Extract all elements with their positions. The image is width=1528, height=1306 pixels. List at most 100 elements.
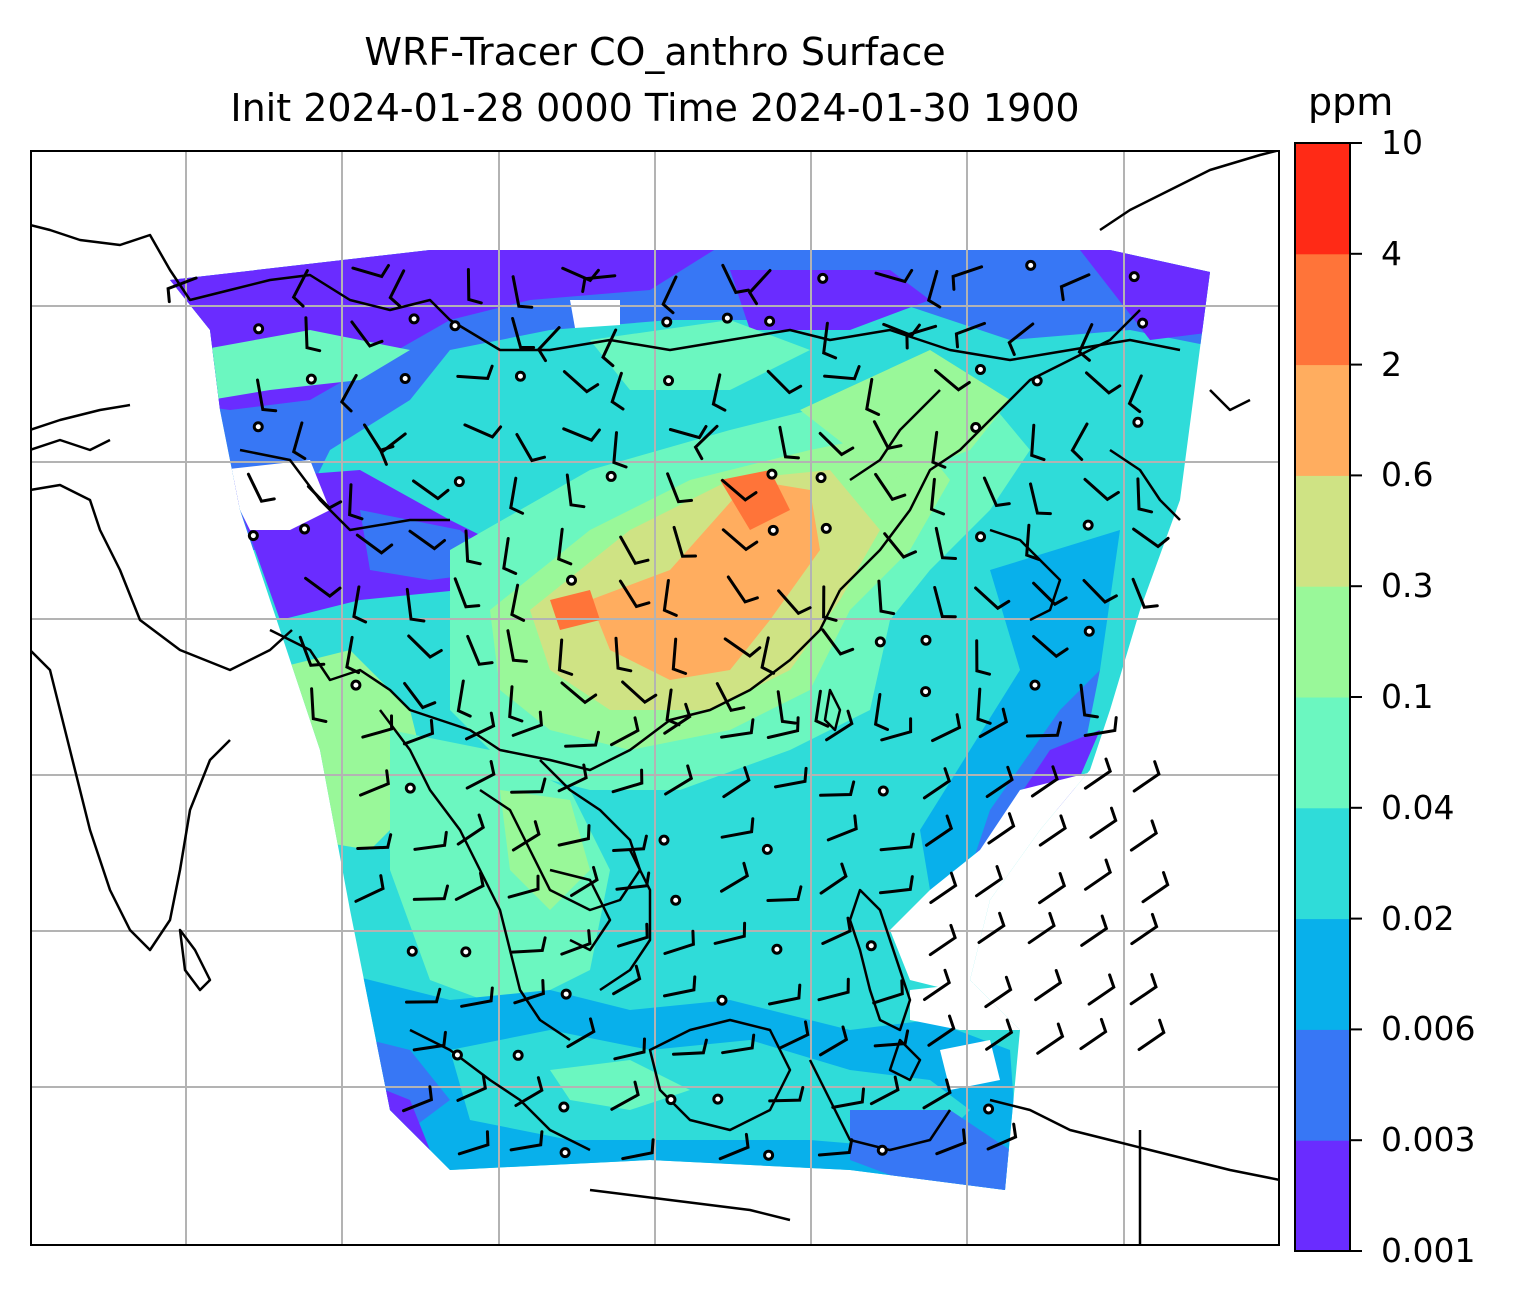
wind-barb: [403, 682, 437, 710]
wind-barb: [562, 370, 600, 394]
wind-barb: [766, 369, 803, 395]
wind-barb: [511, 820, 541, 852]
wind-barb: [934, 526, 957, 560]
wind-barb: [718, 1132, 750, 1161]
calm-marker: [305, 373, 317, 385]
colorbar-tick-label: 0.3: [1381, 566, 1434, 606]
wind-barb: [456, 1073, 487, 1102]
calm-marker: [1082, 519, 1094, 531]
calm-marker: [663, 375, 675, 387]
colorbar-swatch: [1295, 1140, 1350, 1252]
wind-barb: [464, 529, 482, 566]
wind-barb: [777, 589, 812, 616]
wind-barb: [721, 263, 750, 295]
calm-marker: [712, 1093, 724, 1105]
wind-barb: [1137, 1018, 1166, 1051]
wind-barb: [922, 1078, 952, 1110]
wind-barb: [352, 585, 368, 624]
wind-barb: [1089, 806, 1118, 839]
wind-barb: [511, 710, 543, 737]
wind-barb: [557, 763, 588, 793]
map-frame: [30, 150, 1280, 1246]
wind-barb: [564, 730, 600, 748]
wind-barb: [1029, 482, 1052, 516]
wind-barb: [977, 911, 1006, 944]
wind-barb: [454, 871, 485, 901]
wind-barb: [931, 713, 962, 743]
calm-marker: [876, 1144, 888, 1156]
wind-barb: [166, 276, 198, 304]
calm-marker: [764, 315, 776, 327]
wind-barb: [402, 718, 435, 746]
wind-barb: [974, 586, 1011, 611]
wind-barb: [975, 639, 991, 676]
wind-barb: [826, 814, 858, 842]
wind-barb: [1136, 477, 1154, 514]
calm-marker: [449, 320, 461, 332]
wind-barb: [1083, 716, 1118, 737]
wind-barb: [502, 537, 518, 575]
wind-barb: [570, 865, 599, 897]
wind-barb: [1025, 721, 1062, 738]
wind-barb: [507, 874, 540, 899]
wind-barb: [408, 529, 446, 551]
calm-marker: [399, 372, 411, 384]
calm-marker: [1083, 625, 1095, 637]
wind-barb: [306, 485, 343, 510]
wind-barb: [987, 812, 1016, 845]
calm-marker: [820, 522, 832, 534]
wind-barb: [355, 533, 394, 555]
wind-barb: [929, 477, 946, 516]
wind-barb: [510, 583, 526, 622]
calm-marker: [299, 523, 311, 535]
calm-marker: [877, 785, 889, 797]
wind-barb: [931, 430, 947, 469]
wind-barb: [514, 1076, 544, 1107]
wind-barb: [510, 936, 547, 954]
wind-barb: [831, 1087, 865, 1109]
wind-barb: [1085, 371, 1122, 395]
wind-barb: [747, 269, 772, 306]
colorbar-swatch: [1295, 475, 1350, 587]
wind-barb: [982, 476, 1011, 508]
calm-marker: [451, 1049, 463, 1061]
calm-marker: [559, 1147, 571, 1159]
wind-barb: [693, 424, 719, 461]
wind-barb: [457, 1130, 490, 1156]
wind-barb: [619, 535, 650, 566]
calm-marker: [767, 524, 779, 536]
wind-barb: [456, 813, 485, 846]
wind-barb: [922, 767, 951, 800]
wind-barb: [511, 275, 534, 309]
wind-barb: [511, 317, 536, 349]
wind-barb: [612, 431, 628, 469]
calm-marker: [1031, 375, 1043, 387]
wind-barb: [581, 274, 617, 293]
wind-barb: [1082, 579, 1118, 604]
calm-marker: [560, 988, 572, 1000]
calm-marker: [460, 946, 472, 958]
colorbar-swatch: [1295, 586, 1350, 698]
wind-barb: [1025, 523, 1041, 561]
colorbar-tick-label: 0.02: [1381, 898, 1455, 938]
calm-marker: [514, 370, 526, 382]
wind-barb: [664, 764, 694, 796]
colorbar-swatches: [1295, 143, 1350, 1252]
calm-marker: [1128, 271, 1140, 283]
colorbar-swatch: [1295, 807, 1350, 920]
wind-barb: [774, 766, 808, 789]
wind-barb: [873, 693, 889, 731]
wind-barb: [1034, 969, 1063, 1002]
wind-barb: [348, 483, 364, 521]
wind-barb: [413, 830, 448, 851]
calm-marker: [975, 531, 987, 543]
wind-barb: [671, 637, 688, 675]
wind-barb: [726, 575, 759, 604]
calm-marker: [817, 272, 829, 284]
wind-barb: [1030, 423, 1046, 462]
wind-barb: [723, 637, 762, 658]
wind-barb: [925, 814, 954, 847]
wind-barb: [291, 269, 309, 308]
wind-barb: [663, 975, 697, 998]
wind-barb: [562, 427, 601, 443]
